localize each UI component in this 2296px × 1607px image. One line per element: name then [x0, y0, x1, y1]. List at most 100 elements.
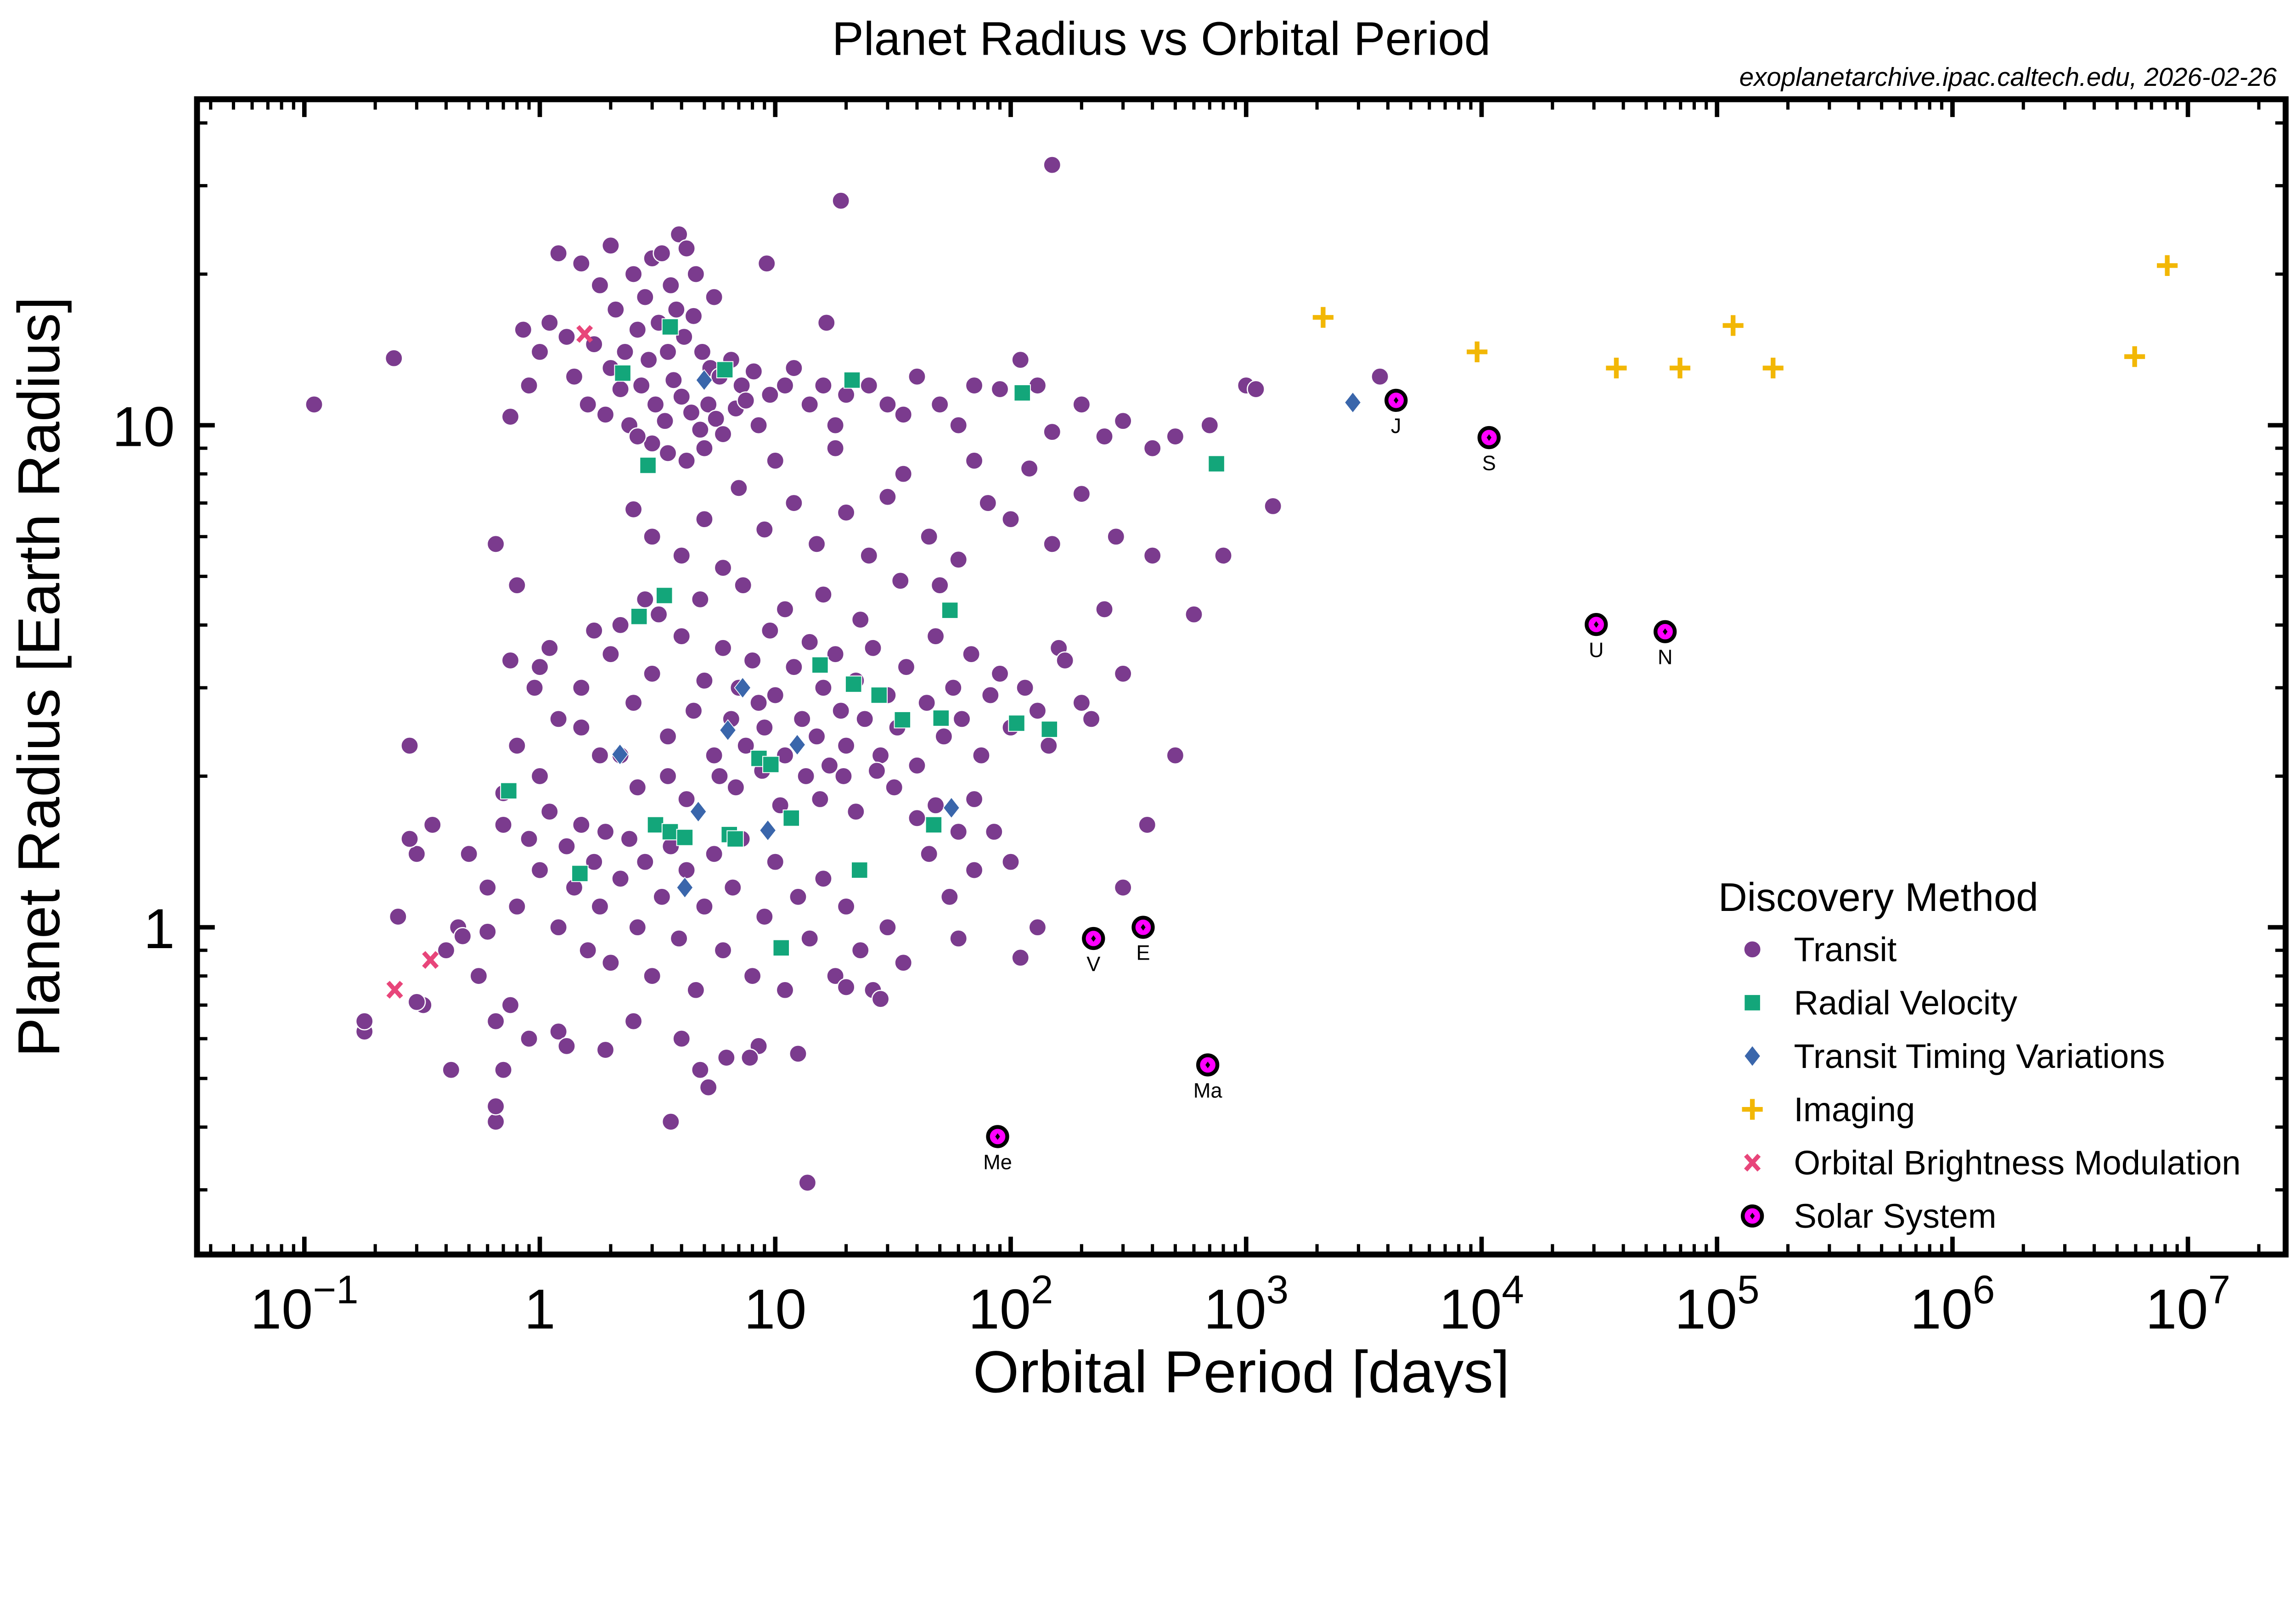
data-point-shape [755, 718, 774, 737]
data-point-shape [826, 966, 845, 985]
data-point-shape [965, 376, 984, 395]
data-point-shape [814, 678, 833, 697]
data-point-shape [653, 244, 671, 263]
data-point [760, 621, 779, 640]
data-point-shape [601, 645, 620, 663]
data-point-shape [572, 254, 591, 273]
data-point [949, 929, 968, 948]
data-point [579, 395, 597, 414]
data-point-shape [501, 407, 520, 426]
data-point-shape [894, 711, 912, 729]
data-point [639, 350, 658, 369]
data-point-shape [658, 767, 677, 786]
data-point [986, 1125, 1009, 1148]
data-point [442, 1061, 461, 1079]
data-point-shape [628, 918, 647, 937]
data-point-shape [760, 385, 779, 404]
x-tick-label: 103 [1204, 1268, 1289, 1341]
data-point [832, 701, 850, 720]
data-point [851, 861, 868, 879]
data-point [930, 395, 949, 414]
data-point [384, 349, 403, 368]
data-point-shape [1166, 427, 1185, 446]
legend-marker [1742, 1099, 1763, 1120]
data-point-shape [507, 736, 526, 755]
data-point [616, 343, 635, 361]
data-point [677, 861, 696, 880]
data-point [689, 800, 707, 823]
data-point-shape [897, 657, 916, 676]
data-point [355, 1012, 374, 1031]
data-point-shape [647, 816, 664, 834]
data-point-shape [776, 600, 794, 618]
data-point-shape [1184, 605, 1203, 624]
data-point [717, 1048, 736, 1067]
data-point-shape [695, 671, 714, 690]
data-point-shape [749, 693, 768, 712]
legend-marker-shape [1744, 994, 1761, 1011]
data-point-shape [926, 796, 945, 815]
data-point [749, 693, 768, 712]
data-point [871, 989, 890, 1008]
data-point [684, 701, 703, 720]
data-point-shape [766, 451, 785, 470]
data-point-shape [624, 500, 643, 519]
data-point [965, 861, 984, 880]
data-point-shape [1020, 459, 1039, 478]
data-point [1039, 736, 1058, 755]
data-point-shape [611, 743, 629, 765]
legend-title: Discovery Method [1718, 875, 2038, 920]
data-point [565, 367, 584, 386]
data-point [486, 1012, 505, 1031]
data-point [1114, 411, 1132, 430]
x-tick-base: 10 [1910, 1278, 1973, 1341]
data-point [386, 981, 403, 999]
data-point [695, 369, 713, 391]
data-point [932, 709, 950, 727]
data-point [1016, 678, 1035, 697]
data-point [755, 907, 774, 926]
data-point-shape [814, 869, 833, 888]
data-point [714, 425, 732, 444]
data-point-shape [1312, 307, 1334, 328]
data-point-shape [557, 837, 576, 856]
data-point-shape [749, 416, 768, 435]
data-point [1264, 497, 1283, 516]
data-point [807, 727, 826, 746]
data-point [549, 244, 568, 263]
planet-label: J [1391, 414, 1401, 438]
planet-label: U [1589, 638, 1604, 662]
data-point-shape [981, 686, 1000, 705]
data-point [864, 639, 883, 657]
data-point-shape [814, 376, 833, 395]
data-point-shape [601, 236, 620, 255]
data-point-shape [800, 633, 819, 652]
data-point-shape [453, 927, 472, 946]
data-point-shape [759, 819, 777, 842]
data-point-shape [1082, 709, 1101, 728]
data-point [2157, 255, 2178, 276]
data-point [423, 815, 442, 834]
data-point-shape [606, 300, 625, 319]
x-tick-base: 10 [968, 1278, 1031, 1341]
data-point-shape [501, 996, 520, 1015]
data-point-shape [407, 844, 426, 863]
data-point-shape [1028, 918, 1047, 937]
data-point [687, 981, 705, 1000]
data-point [837, 897, 855, 916]
data-point [894, 953, 913, 972]
data-point-shape [632, 376, 651, 395]
data-point [1056, 651, 1075, 670]
data-point-shape [579, 941, 597, 960]
data-point-shape [1013, 384, 1031, 402]
data-point [705, 844, 724, 863]
data-point-shape [855, 709, 874, 728]
data-point-shape [616, 343, 635, 361]
data-point-shape [926, 627, 945, 646]
y-tick-label: 10 [112, 395, 174, 458]
data-point-shape [814, 585, 833, 604]
data-point [941, 601, 959, 619]
data-point-shape [743, 966, 762, 985]
data-point [611, 380, 630, 399]
data-point-shape [810, 790, 829, 809]
